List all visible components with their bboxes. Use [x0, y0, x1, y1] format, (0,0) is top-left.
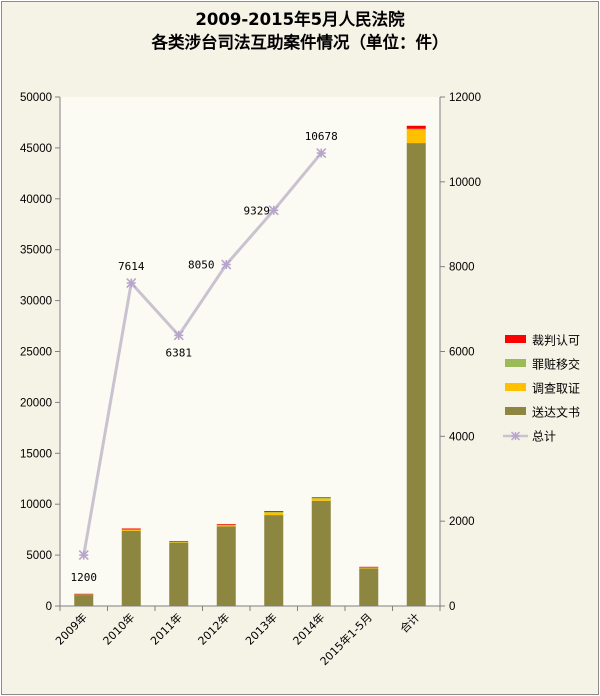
- bar-segment: [264, 512, 284, 516]
- plot-background: [60, 97, 440, 606]
- bar-segment: [359, 567, 379, 568]
- bar-segment: [406, 125, 426, 129]
- bar-segment: [311, 497, 331, 499]
- category-label: 2009年: [52, 610, 89, 647]
- total-point: [78, 550, 89, 561]
- left-tick-label: 35000: [20, 245, 52, 257]
- chart-title-line2: 各类涉台司法互助案件情况（单位：件）: [151, 33, 449, 52]
- bar-segment: [406, 143, 426, 606]
- right-tick-label: 8000: [449, 262, 475, 274]
- left-tick-label: 40000: [20, 194, 52, 206]
- right-tick-label: 0: [449, 601, 455, 613]
- chart-title: 2009-2015年5月人民法院 各类涉台司法互助案件情况（单位：件）: [0, 8, 600, 54]
- left-tick-label: 15000: [20, 448, 52, 460]
- bar-segment: [359, 567, 379, 569]
- bar-segment: [121, 529, 141, 531]
- bar-segment: [216, 526, 236, 606]
- legend-swatch: [505, 359, 526, 367]
- bar-segment: [264, 511, 284, 513]
- left-tick-label: 20000: [20, 397, 52, 409]
- left-tick-label: 50000: [20, 92, 52, 104]
- right-tick-label: 6000: [449, 347, 475, 359]
- legend-swatch: [505, 407, 526, 415]
- bar-segment: [169, 541, 189, 542]
- right-tick-label: 12000: [449, 92, 481, 104]
- bar-segment: [121, 528, 141, 530]
- chart-title-line1: 2009-2015年5月人民法院: [195, 10, 405, 29]
- bar-segment: [406, 128, 426, 130]
- plot-area: 0500010000150002000025000300003500040000…: [20, 92, 481, 668]
- legend-swatch: [505, 335, 526, 343]
- total-point: [126, 277, 137, 289]
- total-data-label: 7614: [118, 260, 145, 273]
- bar-segment: [169, 541, 189, 543]
- bar-segment: [74, 595, 94, 606]
- legend-label: 送达文书: [532, 405, 580, 420]
- left-tick-label: 5000: [26, 550, 52, 562]
- total-data-label: 9329: [244, 204, 271, 217]
- right-tick-label: 4000: [449, 431, 475, 443]
- category-label: 2014年: [290, 610, 327, 647]
- bar-segment: [264, 515, 284, 606]
- legend-label: 调查取证: [532, 382, 580, 396]
- category-label: 2011年: [147, 610, 184, 647]
- bar-segment: [311, 500, 331, 606]
- bar-segment: [121, 529, 141, 531]
- category-label: 2010年: [100, 610, 137, 647]
- category-label: 2012年: [195, 610, 232, 647]
- total-data-label: 1200: [71, 571, 98, 584]
- bar-segment: [311, 498, 331, 501]
- bar-segment: [311, 498, 331, 499]
- bar-segment: [264, 511, 284, 512]
- left-tick-label: 45000: [20, 143, 52, 155]
- right-tick-label: 10000: [449, 177, 481, 189]
- bar-segment: [406, 129, 426, 144]
- bar-segment: [121, 530, 141, 606]
- legend-label: 罪赃移交: [532, 357, 580, 372]
- total-data-label: 10678: [305, 130, 338, 143]
- bar-segment: [359, 566, 379, 568]
- bar-segment: [216, 524, 236, 525]
- category-label: 2013年: [242, 610, 279, 647]
- right-tick-label: 2000: [449, 516, 475, 528]
- bar-segment: [169, 542, 189, 606]
- total-point: [221, 259, 232, 270]
- bar-segment: [216, 524, 236, 526]
- bar-segment: [74, 593, 94, 595]
- total-data-label: 8050: [188, 259, 215, 272]
- bar-segment: [216, 524, 236, 527]
- left-tick-label: 25000: [20, 347, 52, 359]
- total-line: [82, 152, 323, 556]
- bar-segment: [359, 568, 379, 606]
- total-data-label: 6381: [166, 346, 193, 359]
- left-tick-label: 10000: [20, 499, 52, 511]
- total-point: [316, 148, 327, 159]
- left-tick-label: 0: [46, 601, 52, 613]
- left-tick-label: 30000: [20, 296, 52, 308]
- bar-segment: [74, 594, 94, 595]
- legend-swatch: [505, 383, 526, 391]
- category-label: 合计: [397, 610, 422, 635]
- legend-label: 总计: [532, 430, 556, 444]
- legend-label: 裁判认可: [532, 334, 580, 348]
- total-point: [268, 205, 279, 216]
- total-point: [173, 330, 184, 341]
